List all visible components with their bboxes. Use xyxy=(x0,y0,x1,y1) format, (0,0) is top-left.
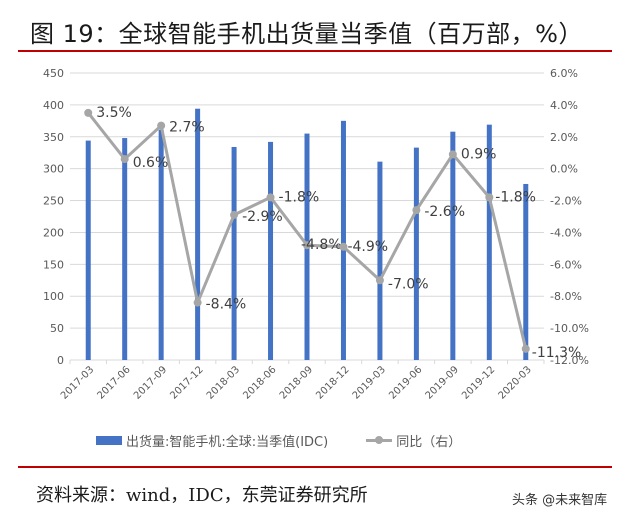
line-marker xyxy=(412,206,421,215)
right-tick-label: -4.0% xyxy=(550,226,582,239)
bar xyxy=(486,124,492,360)
bar xyxy=(413,147,419,360)
data-label: -1.8% xyxy=(279,189,320,205)
bar xyxy=(85,140,91,360)
right-axis: -12.0% -10.0% -8.0% -6.0% -4.0% -2.0% 0.0% 2.0%… xyxy=(550,67,589,367)
data-label: -4.9% xyxy=(347,239,388,255)
data-label: 0.6% xyxy=(133,155,169,171)
line-marker xyxy=(448,150,457,159)
right-tick-label: 4.0% xyxy=(550,99,578,112)
left-tick-label: 250 xyxy=(43,195,64,208)
line-marker xyxy=(303,241,311,250)
x-tick-label: 2017-03 xyxy=(59,364,96,401)
legend: 出货量:智能手机:全球:当季值(IDC) 同比（右） xyxy=(96,431,461,450)
left-tick-label: 150 xyxy=(43,258,64,271)
bar xyxy=(122,138,128,360)
legend-bar-swatch-icon xyxy=(96,436,122,445)
left-tick-label: 100 xyxy=(43,290,64,303)
x-tick-label: 2017-12 xyxy=(168,364,205,401)
x-tick-label: 2019-03 xyxy=(351,364,388,401)
line-marker xyxy=(375,276,384,285)
x-tick-label: 2018-06 xyxy=(241,364,278,401)
data-label: -1.8% xyxy=(495,189,536,205)
title-divider xyxy=(18,50,612,52)
data-label: -7.0% xyxy=(388,276,429,292)
x-tick-label: 2017-06 xyxy=(95,364,132,401)
data-label: -4.8% xyxy=(301,237,342,253)
chart-canvas: 0 50 100 150 200 250 300 350 400 450 -12.0% -10.0%… xyxy=(43,67,589,402)
x-tick-label: 2019-09 xyxy=(424,364,461,401)
x-axis: 2017-03 2017-06 2017-09 2017-12 2018-03 2018-… xyxy=(59,360,545,402)
right-tick-label: -12.0% xyxy=(550,354,589,367)
bar xyxy=(340,120,346,360)
bar xyxy=(231,146,237,360)
line-marker xyxy=(485,193,494,202)
bar xyxy=(268,141,274,360)
right-tick-label: -6.0% xyxy=(550,258,582,271)
line-marker xyxy=(84,108,93,117)
bar xyxy=(377,161,383,360)
data-label: -11.3% xyxy=(532,345,582,361)
legend-line-swatch-icon xyxy=(366,436,393,444)
footer-divider xyxy=(18,466,612,468)
line-marker xyxy=(521,344,530,353)
data-label: -8.4% xyxy=(206,297,247,313)
left-axis: 0 50 100 150 200 250 300 350 400 450 xyxy=(43,67,64,367)
line-marker xyxy=(339,242,348,251)
chart-title: 图 19：全球智能手机出货量当季值（百万部，%） xyxy=(30,20,583,48)
left-tick-label: 450 xyxy=(43,67,64,80)
bar xyxy=(450,131,456,360)
x-tick-label: 2019-06 xyxy=(387,364,424,401)
watermark: 头条 @未来智库 xyxy=(512,493,608,508)
left-tick-label: 0 xyxy=(57,354,64,367)
left-tick-label: 350 xyxy=(43,131,64,144)
data-label: 3.5% xyxy=(96,105,132,121)
legend-bar-label: 出货量:智能手机:全球:当季值(IDC) xyxy=(126,435,329,450)
x-tick-label: 2020-03 xyxy=(497,364,534,401)
source-note: 资料来源：wind，IDC，东莞证券研究所 xyxy=(36,485,368,506)
right-tick-label: 2.0% xyxy=(550,131,578,144)
x-tick-label: 2018-12 xyxy=(314,364,351,401)
bar xyxy=(195,108,201,361)
data-label: 0.9% xyxy=(461,146,497,162)
left-tick-label: 50 xyxy=(50,322,64,335)
x-tick-label: 2018-03 xyxy=(205,364,242,401)
x-tick-label: 2018-09 xyxy=(278,364,315,401)
line-marker xyxy=(230,210,239,219)
left-tick-label: 300 xyxy=(43,163,64,176)
line-marker xyxy=(157,121,166,130)
bar xyxy=(523,183,529,360)
data-label: 2.7% xyxy=(169,120,205,136)
right-tick-label: -8.0% xyxy=(550,290,582,303)
right-tick-label: -2.0% xyxy=(550,195,582,208)
line-marker xyxy=(193,298,202,307)
line-series: 3.5% 0.6% 2.7% -8.4% -2.9% -1.8% -4.8% -4.9% -7.… xyxy=(84,105,581,361)
legend-line-label: 同比（右） xyxy=(396,435,462,450)
data-label: -2.9% xyxy=(242,209,283,225)
right-tick-label: -10.0% xyxy=(550,322,589,335)
line-marker xyxy=(120,155,129,164)
x-tick-label: 2017-09 xyxy=(132,364,169,401)
bar xyxy=(158,129,164,360)
left-tick-label: 200 xyxy=(43,226,64,239)
right-tick-label: 6.0% xyxy=(550,67,578,80)
x-tick-label: 2019-12 xyxy=(460,364,497,401)
right-tick-label: 0.0% xyxy=(550,163,578,176)
data-label: -2.6% xyxy=(424,204,465,220)
left-tick-label: 400 xyxy=(43,99,64,112)
line-marker xyxy=(266,193,275,202)
